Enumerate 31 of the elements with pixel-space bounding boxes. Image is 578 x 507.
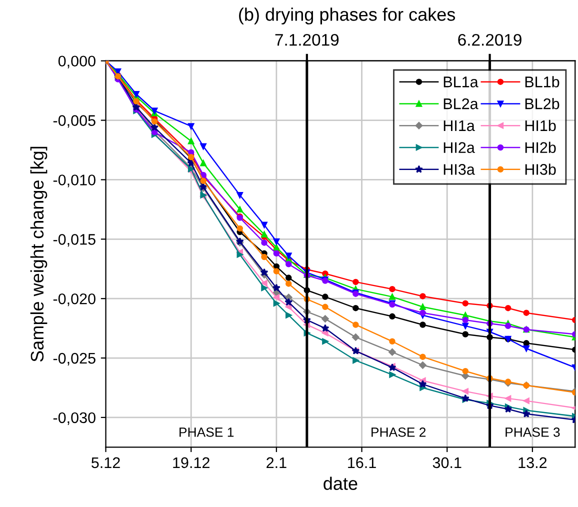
annotation: PHASE 2 bbox=[372, 427, 426, 437]
annotation: PHASE 1 bbox=[180, 427, 234, 437]
legend-label: HI2a bbox=[444, 142, 475, 153]
x-tick-label: 2.1 bbox=[266, 457, 286, 468]
y-tick-label: 0,000 bbox=[58, 56, 96, 68]
legend-label: BL2a bbox=[444, 98, 478, 110]
ref-line-label: 7.1.2019 bbox=[275, 34, 339, 46]
chart-title: (b) drying phases for cakes bbox=[239, 8, 456, 24]
x-tick-label: 16.1 bbox=[348, 457, 376, 468]
y-tick-label: -0,015 bbox=[53, 234, 96, 247]
legend-label: BL2b bbox=[525, 98, 560, 110]
y-tick-label: -0,030 bbox=[53, 412, 96, 425]
legend-label: BL1a bbox=[444, 76, 478, 88]
legend-label: BL1b bbox=[525, 76, 560, 88]
x-tick-label: 19.12 bbox=[173, 457, 210, 468]
legend-label: HI3b bbox=[525, 164, 556, 175]
y-tick-label: -0,020 bbox=[53, 293, 96, 306]
x-tick-label: 30.1 bbox=[432, 457, 462, 468]
y-tick-label: -0,010 bbox=[53, 174, 96, 188]
legend-label: HI3a bbox=[444, 164, 475, 175]
legend-label: HI1b bbox=[525, 120, 556, 132]
y-tick-label: -0,025 bbox=[53, 352, 96, 366]
legend-label: HI2b bbox=[525, 142, 556, 153]
annotation: PHASE 3 bbox=[506, 427, 560, 437]
ref-line-label: 6.2.2019 bbox=[458, 34, 522, 46]
legend-label: HI1a bbox=[444, 120, 475, 132]
x-axis-title: date bbox=[324, 476, 358, 490]
x-tick-label: 5.12 bbox=[92, 457, 120, 468]
x-tick-label: 13.2 bbox=[518, 457, 547, 468]
y-tick-label: -0,005 bbox=[53, 115, 96, 128]
y-axis-title: Sample weight change [kg] bbox=[30, 146, 48, 362]
